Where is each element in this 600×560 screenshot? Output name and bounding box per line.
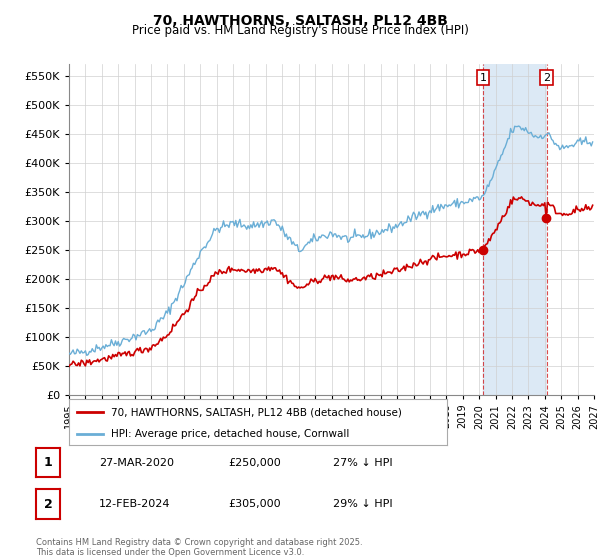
Bar — [547, 64, 600, 395]
Bar — [483, 64, 547, 395]
Text: Price paid vs. HM Land Registry's House Price Index (HPI): Price paid vs. HM Land Registry's House … — [131, 24, 469, 37]
Text: 27% ↓ HPI: 27% ↓ HPI — [333, 458, 392, 468]
Text: 70, HAWTHORNS, SALTASH, PL12 4BB: 70, HAWTHORNS, SALTASH, PL12 4BB — [152, 14, 448, 28]
Text: £250,000: £250,000 — [228, 458, 281, 468]
Text: 27-MAR-2020: 27-MAR-2020 — [99, 458, 174, 468]
Text: £305,000: £305,000 — [228, 499, 281, 509]
Text: 1: 1 — [479, 73, 487, 83]
Text: 2: 2 — [543, 73, 550, 83]
Text: 12-FEB-2024: 12-FEB-2024 — [99, 499, 170, 509]
Text: Contains HM Land Registry data © Crown copyright and database right 2025.
This d: Contains HM Land Registry data © Crown c… — [36, 538, 362, 557]
Text: 70, HAWTHORNS, SALTASH, PL12 4BB (detached house): 70, HAWTHORNS, SALTASH, PL12 4BB (detach… — [110, 407, 401, 417]
Text: 29% ↓ HPI: 29% ↓ HPI — [333, 499, 392, 509]
Text: 1: 1 — [44, 456, 52, 469]
Bar — [547, 64, 600, 395]
Text: 2: 2 — [44, 497, 52, 511]
Text: HPI: Average price, detached house, Cornwall: HPI: Average price, detached house, Corn… — [110, 429, 349, 438]
